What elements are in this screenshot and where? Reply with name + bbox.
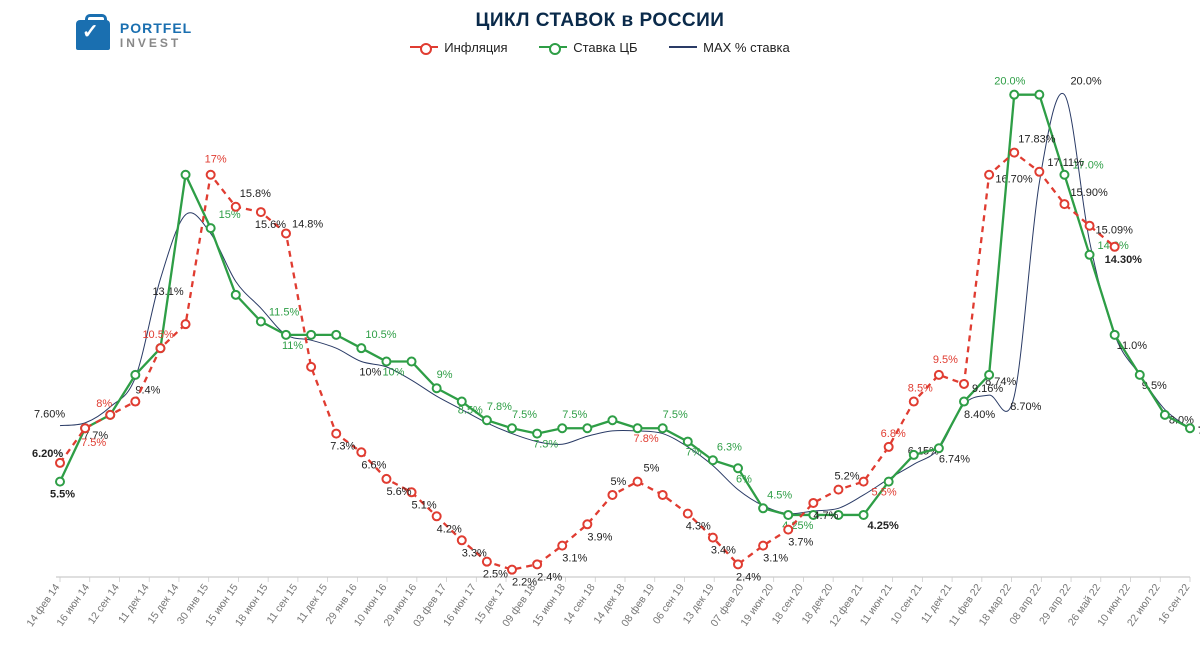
svg-text:9%: 9% — [437, 369, 453, 381]
svg-text:8.5%: 8.5% — [458, 405, 483, 417]
svg-text:5%: 5% — [610, 476, 626, 488]
svg-text:5%: 5% — [644, 463, 660, 475]
svg-text:4.3%: 4.3% — [686, 521, 711, 533]
svg-text:6.8%: 6.8% — [881, 428, 906, 440]
line-chart: 14 фев 1416 июн 1412 сен 1411 дек 1415 д… — [0, 0, 1200, 671]
svg-text:2.5%: 2.5% — [483, 569, 508, 581]
svg-text:4.7%: 4.7% — [813, 510, 838, 522]
svg-text:15.09%: 15.09% — [1096, 225, 1134, 237]
svg-text:7.3%: 7.3% — [533, 439, 558, 451]
svg-text:6.3%: 6.3% — [717, 441, 742, 453]
svg-text:3.7%: 3.7% — [788, 537, 813, 549]
svg-text:3.1%: 3.1% — [763, 553, 788, 565]
svg-text:15.90%: 15.90% — [1070, 187, 1108, 199]
svg-text:2.2%: 2.2% — [512, 577, 537, 589]
svg-text:15.6%: 15.6% — [255, 219, 286, 231]
svg-text:20.0%: 20.0% — [1070, 76, 1101, 88]
svg-text:7.5%: 7.5% — [562, 409, 587, 421]
svg-text:17.83%: 17.83% — [1018, 134, 1056, 146]
svg-text:9.4%: 9.4% — [135, 385, 160, 397]
svg-text:5.1%: 5.1% — [412, 499, 437, 511]
svg-text:2.4%: 2.4% — [736, 571, 761, 583]
svg-text:4.5%: 4.5% — [767, 489, 792, 501]
svg-text:20.0%: 20.0% — [994, 76, 1025, 88]
svg-text:11.5%: 11.5% — [269, 307, 300, 319]
svg-text:2.4%: 2.4% — [537, 571, 562, 583]
svg-text:3.1%: 3.1% — [562, 553, 587, 565]
svg-text:15.8%: 15.8% — [240, 188, 271, 200]
svg-text:7.3%: 7.3% — [330, 441, 355, 453]
svg-text:9.16%: 9.16% — [972, 383, 1003, 395]
svg-text:5.2%: 5.2% — [834, 471, 859, 483]
svg-text:10.5%: 10.5% — [142, 329, 173, 341]
svg-text:10%: 10% — [359, 367, 381, 379]
svg-text:3.3%: 3.3% — [462, 547, 487, 559]
svg-text:4.25%: 4.25% — [868, 520, 899, 532]
svg-text:6.6%: 6.6% — [361, 459, 386, 471]
svg-text:11%: 11% — [282, 340, 303, 352]
svg-text:7.8%: 7.8% — [634, 433, 659, 445]
svg-text:17%: 17% — [205, 154, 227, 166]
svg-text:8.70%: 8.70% — [1010, 401, 1041, 413]
svg-text:17.11%: 17.11% — [1047, 157, 1084, 169]
svg-text:8.40%: 8.40% — [964, 409, 995, 421]
svg-text:5.5%: 5.5% — [50, 489, 75, 501]
svg-text:6.20%: 6.20% — [32, 448, 63, 460]
svg-text:7%: 7% — [686, 447, 702, 459]
svg-text:7.5%: 7.5% — [512, 409, 537, 421]
svg-text:14.30%: 14.30% — [1105, 254, 1143, 266]
svg-text:3.4%: 3.4% — [711, 545, 736, 557]
svg-text:14.8%: 14.8% — [292, 218, 323, 230]
svg-text:7.5%: 7.5% — [81, 437, 106, 449]
svg-text:3.9%: 3.9% — [587, 531, 612, 543]
svg-text:16.70%: 16.70% — [995, 174, 1033, 186]
svg-text:5.5%: 5.5% — [872, 487, 897, 499]
svg-text:10.5%: 10.5% — [365, 329, 396, 341]
svg-text:9.5%: 9.5% — [933, 354, 958, 366]
svg-text:4.2%: 4.2% — [437, 523, 462, 535]
svg-text:8.5%: 8.5% — [908, 383, 933, 395]
svg-text:8%: 8% — [96, 398, 112, 410]
svg-text:7.60%: 7.60% — [34, 409, 65, 421]
svg-text:7.8%: 7.8% — [487, 401, 512, 413]
svg-text:6%: 6% — [736, 473, 752, 485]
svg-text:5.6%: 5.6% — [386, 486, 411, 498]
svg-text:6.74%: 6.74% — [939, 454, 970, 466]
svg-text:7.5%: 7.5% — [663, 409, 688, 421]
svg-text:10%: 10% — [382, 367, 404, 379]
